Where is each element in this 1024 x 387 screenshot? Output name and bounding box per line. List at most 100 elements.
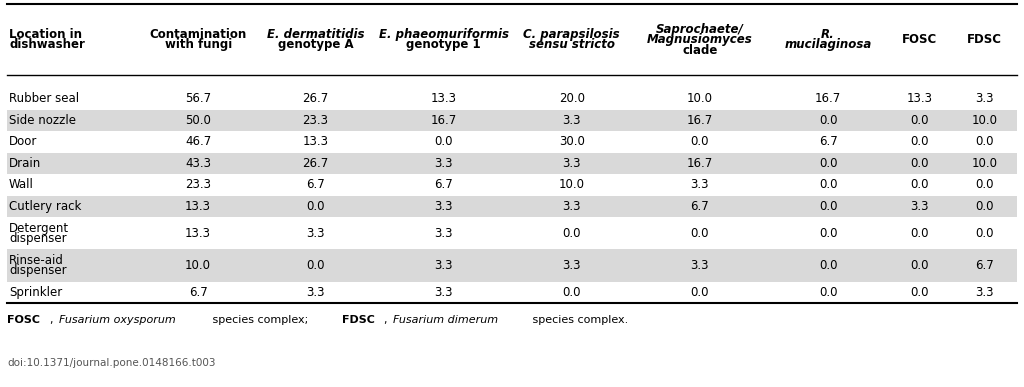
Text: 0.0: 0.0 (975, 200, 993, 213)
Text: 3.3: 3.3 (690, 178, 710, 191)
Text: 56.7: 56.7 (185, 92, 211, 105)
Text: 0.0: 0.0 (910, 286, 929, 299)
Text: 50.0: 50.0 (185, 114, 211, 127)
Text: 3.3: 3.3 (910, 200, 929, 213)
Text: 3.3: 3.3 (975, 286, 993, 299)
Text: 0.0: 0.0 (975, 135, 993, 148)
Text: Detergent: Detergent (9, 222, 70, 235)
Text: 6.7: 6.7 (975, 259, 994, 272)
Text: 3.3: 3.3 (562, 157, 581, 170)
Text: 6.7: 6.7 (188, 286, 208, 299)
Text: 20.0: 20.0 (559, 92, 585, 105)
Text: 10.0: 10.0 (972, 157, 997, 170)
Text: 0.0: 0.0 (975, 178, 993, 191)
Text: 26.7: 26.7 (302, 157, 329, 170)
Text: Drain: Drain (9, 157, 41, 170)
Text: 16.7: 16.7 (687, 114, 713, 127)
Text: genotype 1: genotype 1 (407, 38, 481, 51)
Text: sensu stricto: sensu stricto (528, 38, 614, 51)
Text: 13.3: 13.3 (185, 227, 211, 240)
Text: 0.0: 0.0 (819, 200, 838, 213)
Bar (7, 110, 1017, 131)
Text: 6.7: 6.7 (690, 200, 710, 213)
Text: 0.0: 0.0 (562, 286, 581, 299)
Text: 26.7: 26.7 (302, 92, 329, 105)
Text: 10.0: 10.0 (972, 114, 997, 127)
Text: Magnusiomyces: Magnusiomyces (647, 33, 753, 46)
Text: 3.3: 3.3 (434, 200, 453, 213)
Text: Side nozzle: Side nozzle (9, 114, 76, 127)
Text: 3.3: 3.3 (690, 259, 710, 272)
Text: 0.0: 0.0 (306, 200, 325, 213)
Text: 23.3: 23.3 (302, 114, 329, 127)
Text: ,: , (49, 315, 56, 325)
Text: 10.0: 10.0 (185, 259, 211, 272)
Text: 13.3: 13.3 (302, 135, 329, 148)
Text: 3.3: 3.3 (434, 286, 453, 299)
Text: dishwasher: dishwasher (9, 38, 85, 51)
Text: 3.3: 3.3 (562, 114, 581, 127)
Text: 23.3: 23.3 (185, 178, 211, 191)
Text: C. parapsilosis: C. parapsilosis (523, 28, 621, 41)
Text: 3.3: 3.3 (434, 227, 453, 240)
Text: 0.0: 0.0 (690, 227, 710, 240)
Text: dispenser: dispenser (9, 232, 67, 245)
Text: 0.0: 0.0 (434, 135, 453, 148)
Text: with fungi: with fungi (165, 38, 231, 51)
Text: 0.0: 0.0 (910, 178, 929, 191)
Text: Fusarium oxysporum: Fusarium oxysporum (58, 315, 175, 325)
Text: genotype A: genotype A (278, 38, 353, 51)
Text: species complex;: species complex; (209, 315, 312, 325)
Text: FOSC: FOSC (7, 315, 40, 325)
Text: 43.3: 43.3 (185, 157, 211, 170)
Text: species complex.: species complex. (529, 315, 628, 325)
Text: ,: , (384, 315, 391, 325)
Text: 30.0: 30.0 (559, 135, 585, 148)
Text: 0.0: 0.0 (562, 227, 581, 240)
Text: 0.0: 0.0 (910, 114, 929, 127)
Text: 13.3: 13.3 (185, 200, 211, 213)
Text: Rubber seal: Rubber seal (9, 92, 79, 105)
Text: 0.0: 0.0 (819, 178, 838, 191)
Bar (7, 249, 1017, 281)
Bar (7, 152, 1017, 174)
Text: 3.3: 3.3 (434, 157, 453, 170)
Text: Wall: Wall (9, 178, 34, 191)
Text: doi:10.1371/journal.pone.0148166.t003: doi:10.1371/journal.pone.0148166.t003 (7, 358, 215, 368)
Text: Cutlery rack: Cutlery rack (9, 200, 81, 213)
Text: R.: R. (821, 28, 835, 41)
Text: 0.0: 0.0 (819, 259, 838, 272)
Text: 10.0: 10.0 (687, 92, 713, 105)
Text: 0.0: 0.0 (819, 227, 838, 240)
Text: 0.0: 0.0 (975, 227, 993, 240)
Text: 16.7: 16.7 (815, 92, 841, 105)
Text: 46.7: 46.7 (185, 135, 211, 148)
Text: 10.0: 10.0 (559, 178, 585, 191)
Text: 0.0: 0.0 (910, 227, 929, 240)
Text: 0.0: 0.0 (306, 259, 325, 272)
Text: Door: Door (9, 135, 37, 148)
Text: Fusarium dimerum: Fusarium dimerum (393, 315, 499, 325)
Text: 0.0: 0.0 (819, 286, 838, 299)
Text: Contamination: Contamination (150, 28, 247, 41)
Text: mucilaginosa: mucilaginosa (784, 38, 871, 51)
Text: 0.0: 0.0 (910, 259, 929, 272)
Text: FOSC: FOSC (902, 33, 937, 46)
Text: 3.3: 3.3 (306, 286, 325, 299)
Text: 6.7: 6.7 (434, 178, 453, 191)
Text: 3.3: 3.3 (562, 259, 581, 272)
Text: Location in: Location in (9, 28, 82, 41)
Text: Saprochaete/: Saprochaete/ (656, 22, 743, 36)
Text: 0.0: 0.0 (910, 135, 929, 148)
Text: 16.7: 16.7 (687, 157, 713, 170)
Text: dispenser: dispenser (9, 264, 67, 277)
Text: 0.0: 0.0 (690, 135, 710, 148)
Text: 3.3: 3.3 (434, 259, 453, 272)
Text: 3.3: 3.3 (975, 92, 993, 105)
Text: 0.0: 0.0 (910, 157, 929, 170)
Text: 0.0: 0.0 (690, 286, 710, 299)
Text: 6.7: 6.7 (818, 135, 838, 148)
Text: 16.7: 16.7 (430, 114, 457, 127)
Text: 3.3: 3.3 (306, 227, 325, 240)
Text: 13.3: 13.3 (906, 92, 932, 105)
